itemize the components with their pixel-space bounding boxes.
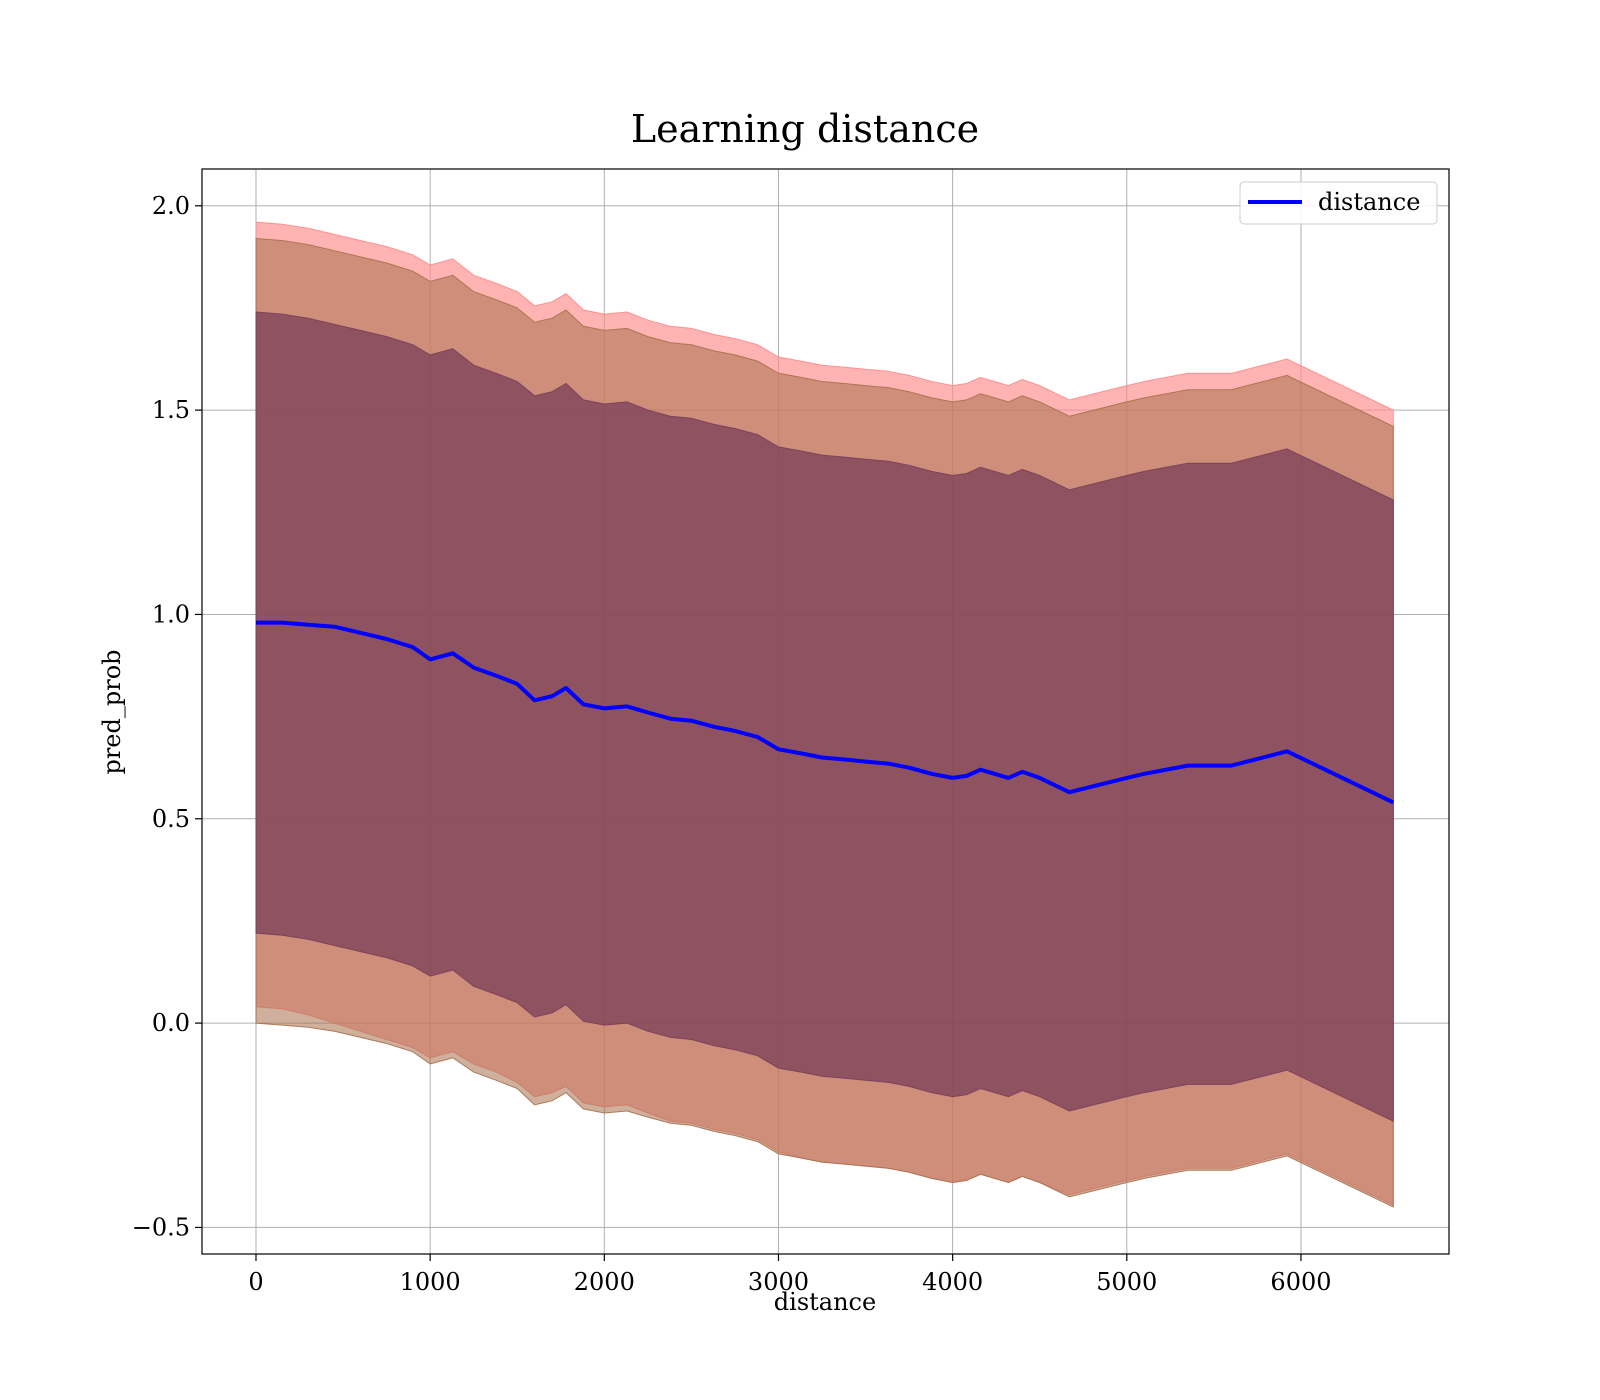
x-tick-label: 1000 (400, 1268, 461, 1296)
axis-ticks: 0 1000 2000 3000 4000 5000 6000 −0.5 0.0 0.5 1.0 1.… (132, 192, 1332, 1296)
y-tick-label: 0.0 (152, 1009, 190, 1037)
x-tick-label: 0 (248, 1268, 263, 1296)
legend-label-distance: distance (1318, 188, 1420, 216)
band-inner (255, 311, 1394, 1122)
y-tick-label: −0.5 (132, 1213, 190, 1241)
x-tick-label: 6000 (1270, 1268, 1331, 1296)
legend: distance (1239, 181, 1438, 225)
x-tick-label: 3000 (748, 1268, 809, 1296)
confidence-bands (255, 221, 1394, 1208)
chart-title: Learning distance (631, 107, 979, 151)
y-tick-label: 1.0 (152, 600, 190, 628)
x-tick-label: 4000 (922, 1268, 983, 1296)
x-tick-label: 5000 (1096, 1268, 1157, 1296)
y-tick-label: 1.5 (152, 396, 190, 424)
y-tick-label: 2.0 (152, 192, 190, 220)
series-lines (256, 620, 1395, 805)
y-axis-label: pred_prob (98, 649, 126, 774)
x-tick-label: 2000 (574, 1268, 635, 1296)
plot-frame (201, 168, 1450, 1255)
x-axis-label: distance (774, 1288, 876, 1316)
series-line-distance (256, 620, 1395, 805)
legend-box (1239, 181, 1438, 225)
y-tick-label: 0.5 (152, 805, 190, 833)
